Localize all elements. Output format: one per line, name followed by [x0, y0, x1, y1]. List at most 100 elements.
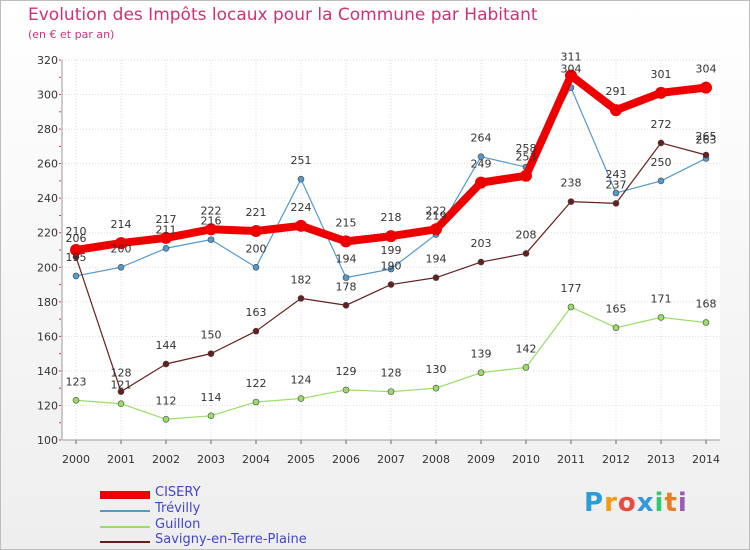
- data-label-savigny-en-terre-plaine: 206: [66, 232, 87, 245]
- y-tick-label: 100: [37, 434, 58, 447]
- data-label-guillon: 168: [696, 298, 717, 311]
- data-point-guillon: [387, 388, 395, 395]
- data-point-guillon: [297, 395, 305, 402]
- data-label-trevilly: 211: [156, 223, 177, 236]
- proxiti-logo: Proxiti: [584, 488, 688, 518]
- y-tick-label: 220: [37, 227, 58, 240]
- data-label-cisery: 311: [561, 51, 582, 64]
- data-label-savigny-en-terre-plaine: 238: [561, 177, 582, 190]
- data-label-guillon: 112: [156, 394, 177, 407]
- data-label-trevilly: 200: [111, 242, 132, 255]
- data-point-savigny-en-terre-plaine: [297, 295, 305, 302]
- data-label-guillon: 128: [381, 367, 402, 380]
- data-label-guillon: 130: [426, 363, 447, 376]
- data-label-trevilly: 199: [381, 244, 402, 257]
- legend-label-savigny: Savigny-en-Terre-Plaine: [155, 532, 307, 547]
- logo-letter: o: [617, 488, 637, 518]
- data-point-savigny-en-terre-plaine: [477, 258, 485, 266]
- data-label-savigny-en-terre-plaine: 265: [696, 130, 717, 143]
- data-point-cisery: [205, 223, 217, 236]
- chart-title: Evolution des Impôts locaux pour la Comm…: [28, 5, 538, 25]
- data-point-trevilly: [252, 263, 260, 271]
- data-label-savigny-en-terre-plaine: 178: [336, 280, 357, 293]
- data-point-guillon: [162, 415, 170, 423]
- data-label-guillon: 114: [201, 391, 222, 404]
- data-label-trevilly: 195: [66, 251, 87, 264]
- y-tick-label: 120: [37, 399, 58, 412]
- data-label-savigny-en-terre-plaine: 237: [606, 178, 627, 191]
- data-label-trevilly: 194: [336, 253, 357, 266]
- data-label-savigny-en-terre-plaine: 194: [426, 253, 447, 266]
- data-point-savigny-en-terre-plaine: [207, 350, 215, 357]
- data-label-trevilly: 250: [651, 156, 672, 169]
- data-point-cisery: [610, 104, 622, 117]
- logo-letter: t: [664, 488, 678, 518]
- data-label-trevilly: 219: [426, 209, 447, 222]
- data-point-guillon: [612, 324, 620, 332]
- data-label-cisery: 253: [516, 151, 537, 164]
- logo-letter: P: [584, 488, 605, 518]
- data-label-savigny-en-terre-plaine: 272: [651, 118, 672, 131]
- x-tick-label: 2006: [332, 453, 360, 466]
- data-label-savigny-en-terre-plaine: 182: [291, 273, 312, 286]
- x-tick-label: 2013: [647, 453, 675, 466]
- data-label-cisery: 215: [336, 216, 357, 229]
- data-point-guillon: [432, 384, 440, 392]
- logo-letter: r: [604, 488, 618, 518]
- legend-swatch-guillon: [100, 526, 150, 528]
- data-label-cisery: 217: [156, 213, 177, 226]
- data-label-cisery: 291: [606, 85, 627, 98]
- data-label-cisery: 224: [291, 201, 312, 214]
- data-label-guillon: 129: [336, 365, 357, 378]
- data-label-guillon: 142: [516, 342, 537, 355]
- x-tick-label: 2009: [467, 453, 495, 466]
- data-point-guillon: [522, 364, 530, 371]
- data-point-cisery: [565, 69, 577, 82]
- legend-label-cisery: CISERY: [155, 485, 201, 500]
- data-label-savigny-en-terre-plaine: 190: [381, 260, 402, 273]
- data-point-cisery: [385, 230, 397, 243]
- y-tick-label: 140: [37, 365, 58, 378]
- data-point-cisery: [655, 86, 667, 99]
- data-point-savigny-en-terre-plaine: [702, 151, 710, 159]
- data-label-trevilly: 251: [291, 154, 312, 167]
- data-point-cisery: [430, 223, 442, 236]
- legend-swatch-savigny: [100, 541, 150, 543]
- data-point-trevilly: [297, 175, 305, 183]
- data-label-guillon: 123: [66, 375, 87, 388]
- y-tick-label: 180: [37, 296, 58, 309]
- x-tick-label: 2004: [242, 453, 270, 466]
- x-tick-label: 2008: [422, 453, 450, 466]
- data-label-guillon: 171: [651, 292, 672, 305]
- x-tick-label: 2014: [692, 453, 720, 466]
- y-tick-label: 320: [37, 54, 58, 67]
- data-point-guillon: [252, 398, 260, 406]
- data-point-trevilly: [162, 244, 170, 252]
- data-label-guillon: 177: [561, 282, 582, 295]
- x-tick-label: 2005: [287, 453, 315, 466]
- legend-swatch-trevilly: [100, 510, 150, 512]
- y-tick-label: 280: [37, 123, 58, 136]
- data-label-guillon: 121: [111, 379, 132, 392]
- data-label-trevilly: 200: [246, 242, 267, 255]
- x-tick-label: 2001: [107, 453, 135, 466]
- x-tick-label: 2007: [377, 453, 405, 466]
- data-label-cisery: 214: [111, 218, 132, 231]
- y-tick-label: 200: [37, 261, 58, 274]
- data-point-trevilly: [72, 272, 80, 280]
- x-tick-label: 2003: [197, 453, 225, 466]
- data-label-cisery: 222: [426, 204, 447, 217]
- data-point-trevilly: [342, 274, 350, 281]
- data-point-cisery: [700, 81, 712, 94]
- data-label-savigny-en-terre-plaine: 203: [471, 237, 492, 250]
- data-label-trevilly: 263: [696, 133, 717, 146]
- data-label-guillon: 122: [246, 377, 267, 390]
- data-label-trevilly: 264: [471, 132, 492, 145]
- data-label-cisery: 301: [651, 68, 672, 81]
- data-label-savigny-en-terre-plaine: 208: [516, 228, 537, 241]
- data-point-savigny-en-terre-plaine: [117, 388, 125, 395]
- data-point-savigny-en-terre-plaine: [567, 198, 575, 205]
- data-label-savigny-en-terre-plaine: 150: [201, 329, 222, 342]
- data-point-cisery: [295, 219, 307, 232]
